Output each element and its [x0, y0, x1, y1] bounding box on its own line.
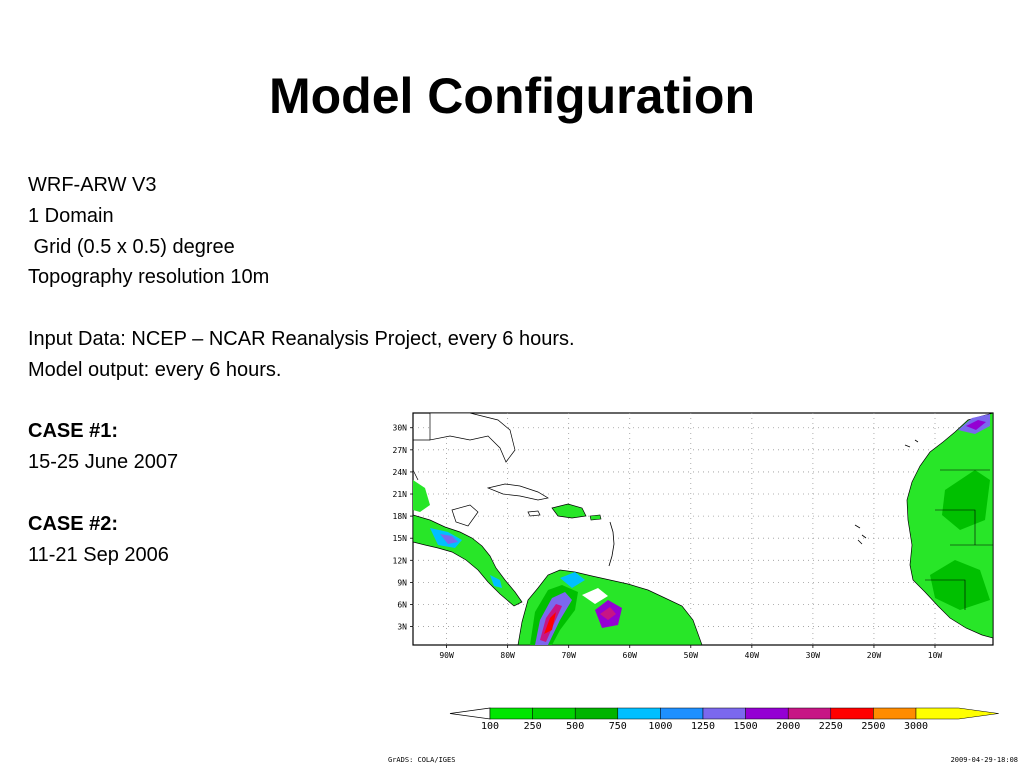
venezuela-coast-highland — [560, 572, 585, 588]
lat-label: 9N — [397, 578, 407, 587]
colorbar-labels: 100 250 500 750 1000 1250 1500 2000 2250 2500 3000 — [481, 721, 928, 732]
colorbar-label: 2250 — [819, 721, 843, 732]
andes-peak — [540, 604, 562, 642]
slide-body: WRF-ARW V3 1 Domain Grid (0.5 x 0.5) degr… — [28, 170, 708, 570]
colorbar-swatch — [873, 707, 917, 720]
lon-label: 30W — [806, 651, 821, 660]
colorbar-label: 1500 — [734, 721, 758, 732]
colorbar-swatch — [660, 707, 704, 720]
africa-terrain — [906, 413, 993, 639]
body-line: CASE #2: — [28, 512, 119, 535]
africa-border-1 — [925, 469, 993, 610]
colorbar-label: 500 — [566, 721, 584, 732]
colorbar-label: 250 — [524, 721, 542, 732]
body-line: 1 Domain — [28, 204, 114, 227]
colorbar-swatch — [787, 707, 832, 720]
colorbar-swatch — [489, 707, 533, 720]
cape-verde — [854, 524, 867, 545]
blank-line — [28, 478, 708, 509]
africa-highland-1 — [942, 470, 990, 530]
colorbar-label: 100 — [481, 721, 499, 732]
africa-highland-2 — [930, 560, 990, 610]
colorbar — [449, 707, 999, 720]
south-america-terrain — [517, 569, 703, 645]
lon-label: 90W — [439, 651, 454, 660]
colorbar-label: 750 — [609, 721, 627, 732]
guiana-highlands — [595, 600, 622, 628]
colorbar-label: 2500 — [861, 721, 885, 732]
lat-label: 6N — [397, 600, 407, 609]
atlas-peak — [966, 420, 986, 430]
slide-title: Model Configuration — [268, 68, 756, 124]
lon-label: 20W — [867, 651, 882, 660]
andes-high — [535, 592, 572, 645]
colorbar-high-arrow — [915, 707, 999, 720]
body-line: 11-21 Sep 2006 — [28, 543, 169, 566]
colorbar-swatch — [574, 707, 619, 720]
colorbar-label: 1250 — [691, 721, 715, 732]
blank-line — [28, 293, 708, 324]
lon-label: 50W — [684, 651, 699, 660]
body-line: Model output: every 6 hours. — [28, 358, 282, 381]
body-line: WRF-ARW V3 — [28, 174, 157, 196]
body-line: Input Data: NCEP – NCAR Reanalysis Proje… — [28, 327, 575, 350]
lon-label: 70W — [561, 651, 576, 660]
colorbar-low-arrow — [449, 707, 491, 720]
footer-left: GrADS: COLA/IGES — [388, 756, 455, 764]
blank-line — [28, 386, 708, 417]
lon-label: 40W — [745, 651, 760, 660]
longitude-labels: 90W 80W 70W 60W 50W 40W 30W 20W 10W — [439, 645, 942, 660]
body-line: CASE #1: — [28, 420, 119, 443]
colorbar-swatch — [702, 707, 746, 720]
body-line: Grid (0.5 x 0.5) degree — [28, 235, 235, 258]
costa-rica-highland — [490, 575, 502, 588]
colorbar-label: 1000 — [648, 721, 672, 732]
atlas-highlands — [958, 414, 990, 434]
lon-label: 80W — [500, 651, 515, 660]
guiana-highlands-inner — [600, 607, 616, 620]
colorbar-swatch — [745, 707, 789, 720]
colorbar-label: 2000 — [776, 721, 800, 732]
colorbar-label: 3000 — [904, 721, 928, 732]
andes-summit — [544, 612, 556, 634]
colorbar-swatch — [830, 707, 874, 720]
canary-islands — [904, 439, 919, 448]
colorbar-swatch — [532, 707, 576, 720]
andes-mid — [530, 585, 578, 645]
lat-label: 3N — [397, 623, 407, 632]
body-line: 15-25 June 2007 — [28, 451, 179, 474]
sa-white-lowland — [582, 588, 608, 604]
footer-right: 2009-04-29-18:08 — [951, 756, 1018, 764]
lon-label: 10W — [928, 651, 943, 660]
body-line: Topography resolution 10m — [28, 266, 270, 289]
lon-label: 60W — [623, 651, 638, 660]
colorbar-swatch — [617, 707, 661, 720]
